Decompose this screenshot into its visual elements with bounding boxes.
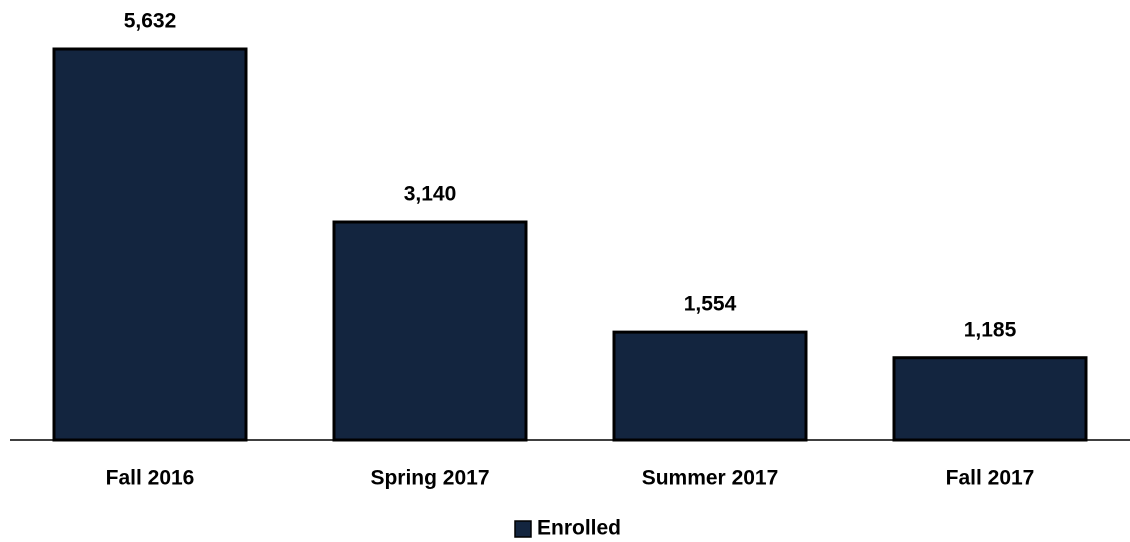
bar bbox=[612, 330, 808, 442]
data-label: 5,632 bbox=[124, 10, 177, 33]
data-label: 3,140 bbox=[404, 183, 457, 206]
bar bbox=[892, 356, 1088, 442]
x-tick-label: Summer 2017 bbox=[642, 467, 779, 490]
bar bbox=[52, 47, 248, 442]
data-label: 1,185 bbox=[964, 318, 1017, 341]
legend-label: Enrolled bbox=[537, 517, 621, 540]
legend-swatch bbox=[514, 520, 532, 538]
x-tick-label: Fall 2017 bbox=[946, 467, 1035, 490]
x-tick-label: Spring 2017 bbox=[370, 467, 489, 490]
x-tick-label: Fall 2016 bbox=[106, 467, 195, 490]
data-label: 1,554 bbox=[684, 293, 737, 316]
bar bbox=[332, 220, 528, 442]
